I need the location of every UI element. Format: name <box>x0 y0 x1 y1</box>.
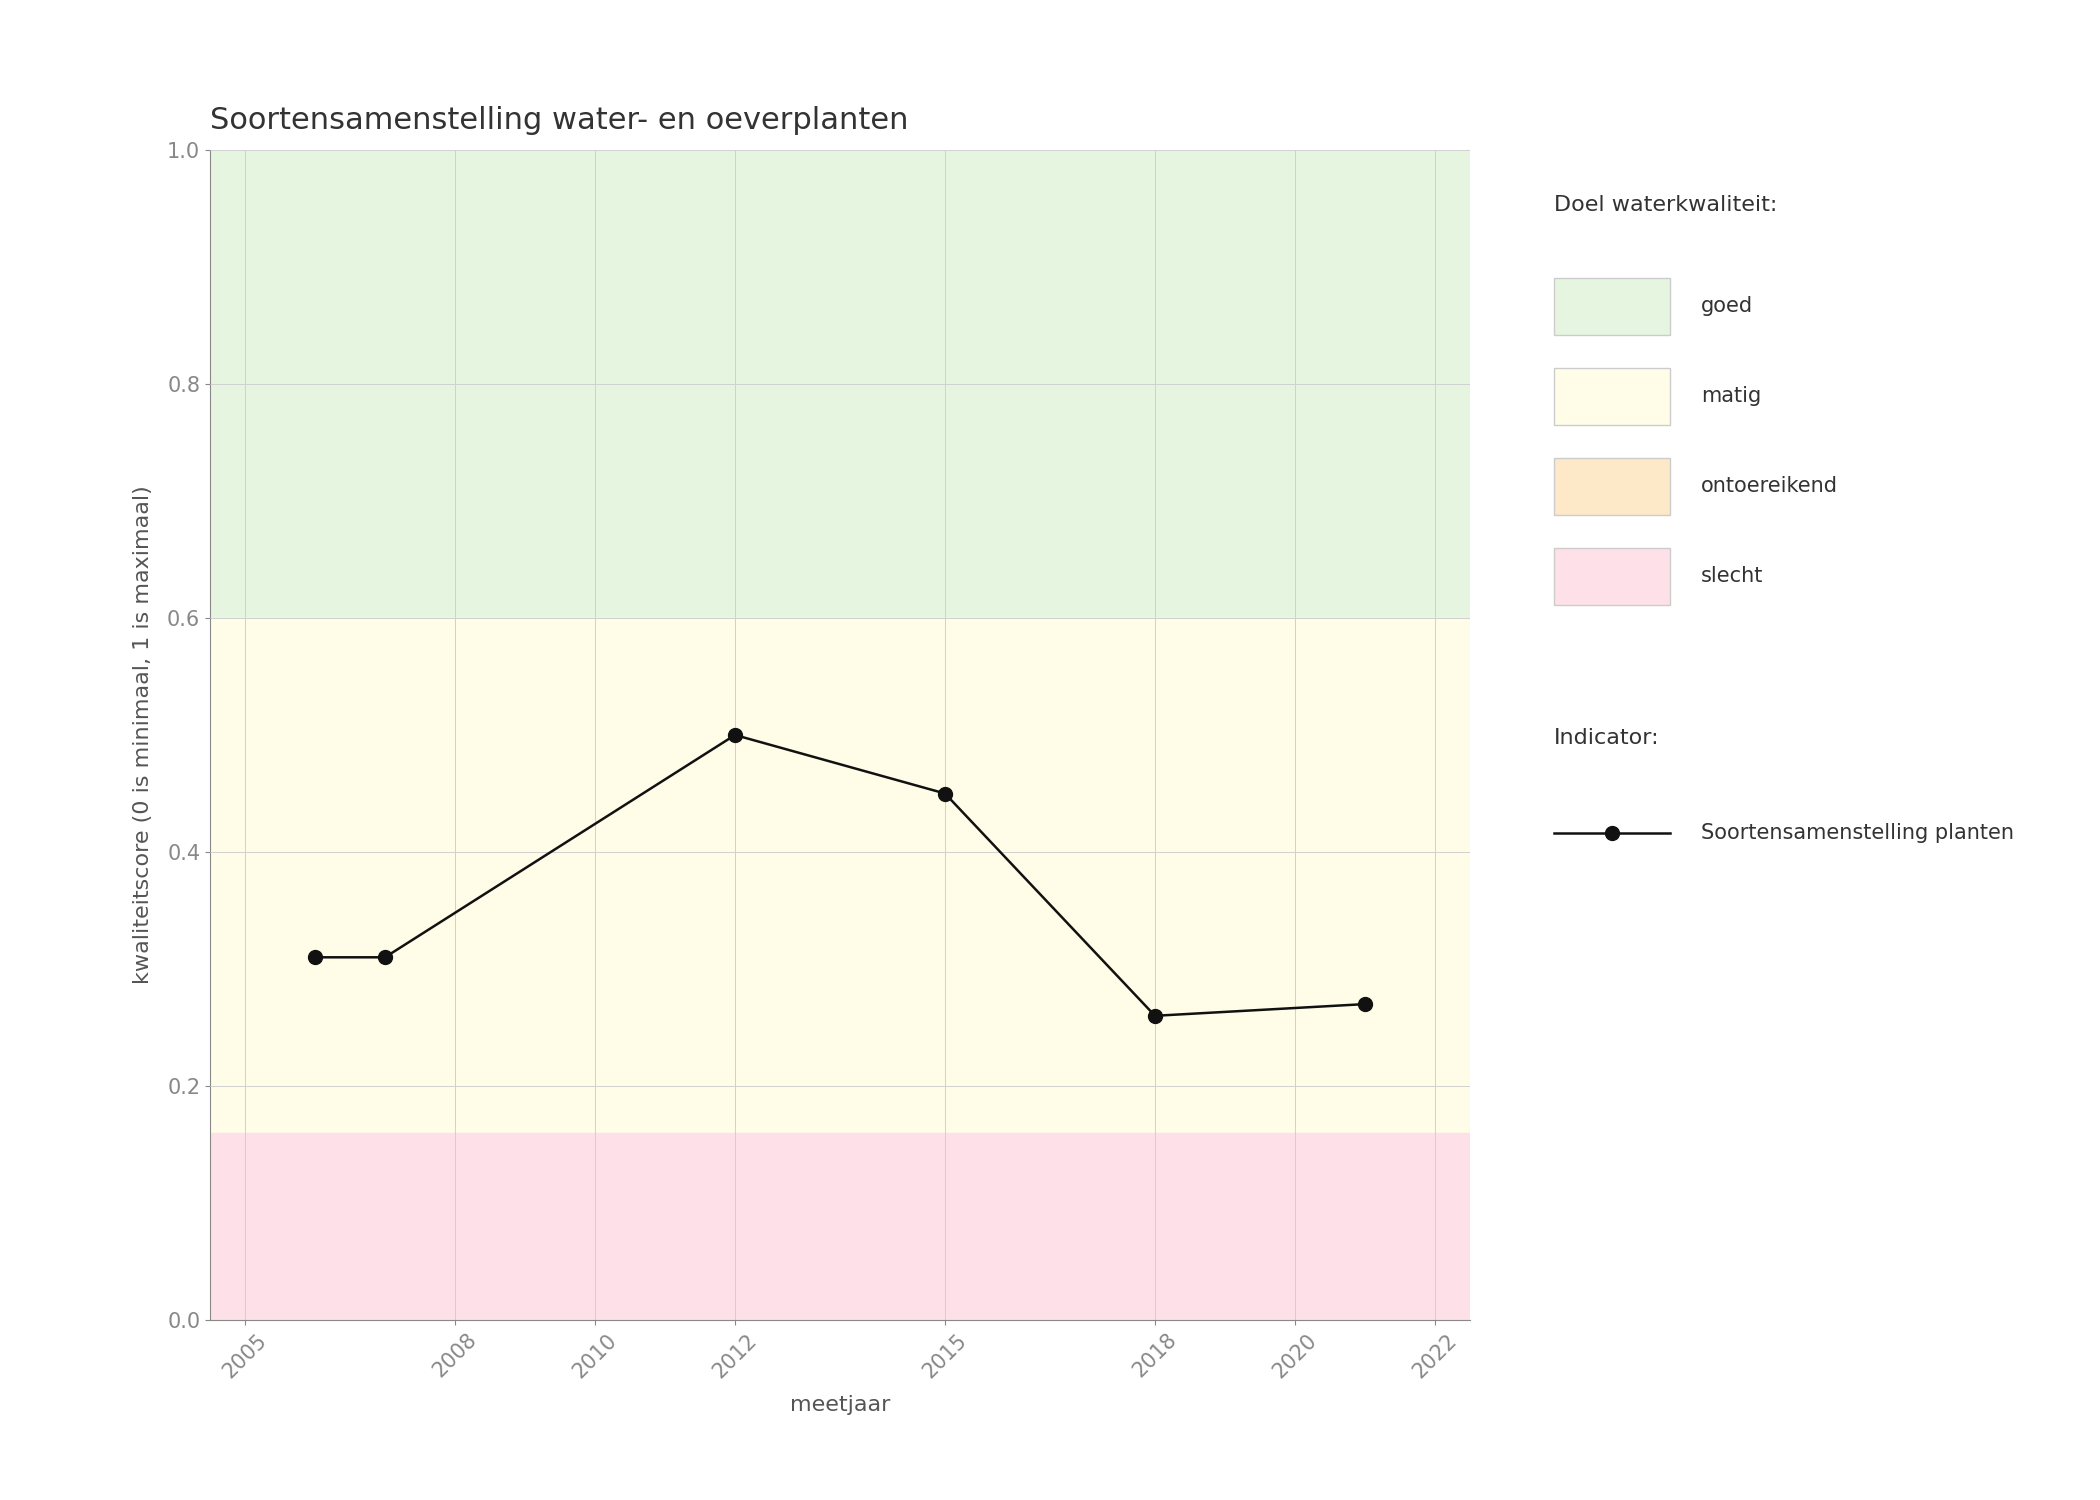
Bar <box>210 150 1470 618</box>
Y-axis label: kwaliteitscore (0 is minimaal, 1 is maximaal): kwaliteitscore (0 is minimaal, 1 is maxi… <box>132 486 153 984</box>
Text: slecht: slecht <box>1701 566 1764 586</box>
Text: Soortensamenstelling water- en oeverplanten: Soortensamenstelling water- en oeverplan… <box>210 106 909 135</box>
Bar <box>210 1132 1470 1320</box>
Text: Doel waterkwaliteit:: Doel waterkwaliteit: <box>1554 195 1777 214</box>
Text: ontoereikend: ontoereikend <box>1701 476 1838 496</box>
X-axis label: meetjaar: meetjaar <box>790 1395 890 1414</box>
Text: Indicator:: Indicator: <box>1554 728 1659 747</box>
Text: Soortensamenstelling planten: Soortensamenstelling planten <box>1701 822 2014 843</box>
Text: goed: goed <box>1701 296 1753 316</box>
Bar <box>210 618 1470 1132</box>
Text: matig: matig <box>1701 386 1762 406</box>
